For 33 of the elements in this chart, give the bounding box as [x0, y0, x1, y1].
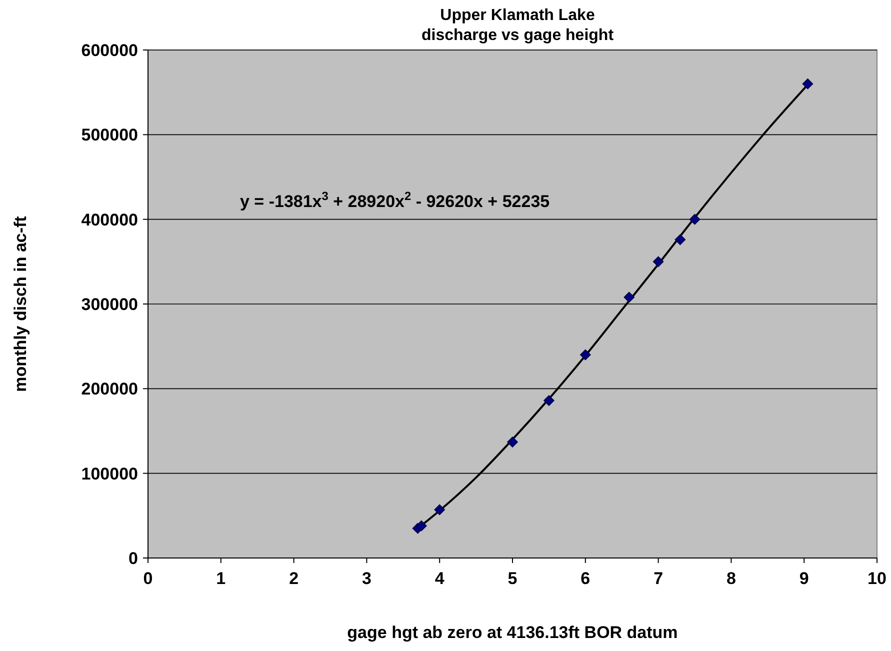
y-tick-label: 300000 [81, 295, 138, 314]
y-tick-label: 100000 [81, 464, 138, 484]
chart-subtitle: discharge vs gage height [421, 27, 614, 44]
point [652, 256, 664, 268]
y-tick-label: 500000 [81, 126, 138, 145]
point [802, 78, 814, 90]
y-axis-title: monthly disch in ac-ft [11, 216, 30, 392]
point [434, 504, 445, 516]
y-tick-label: 600000 [81, 41, 138, 60]
point [416, 520, 427, 532]
x-tick-label: 7 [654, 569, 664, 588]
x-tick-label: 0 [143, 569, 153, 588]
annotation: y = -1381x$^{3}$ + 28920x$^{2}$ - 92620x + 52235 [240, 189, 550, 211]
x-tick-label: 2 [289, 569, 299, 588]
x-tick-label: 4 [434, 569, 445, 588]
point [544, 395, 554, 406]
point [507, 436, 518, 448]
x-tick-label: 10 [868, 569, 886, 588]
y-tick-label: 200000 [81, 380, 138, 399]
x-tick-label: 5 [508, 569, 518, 588]
y-tick-label: 0 [128, 549, 138, 568]
point [580, 349, 591, 360]
point [674, 234, 686, 246]
point [624, 292, 635, 303]
point [689, 214, 700, 225]
x-axis-title: gage hgt ab zero at 4136.13ft BOR datum [347, 623, 678, 642]
y-tick-label: 400000 [81, 210, 138, 230]
x-tick-label: 1 [216, 569, 226, 588]
chart-title: Upper Klamath Lake [440, 7, 595, 24]
x-tick-label: 9 [799, 569, 809, 588]
x-tick-label: 3 [362, 569, 372, 588]
x-tick-label: 8 [726, 569, 736, 588]
x-tick-label: 6 [580, 569, 590, 588]
